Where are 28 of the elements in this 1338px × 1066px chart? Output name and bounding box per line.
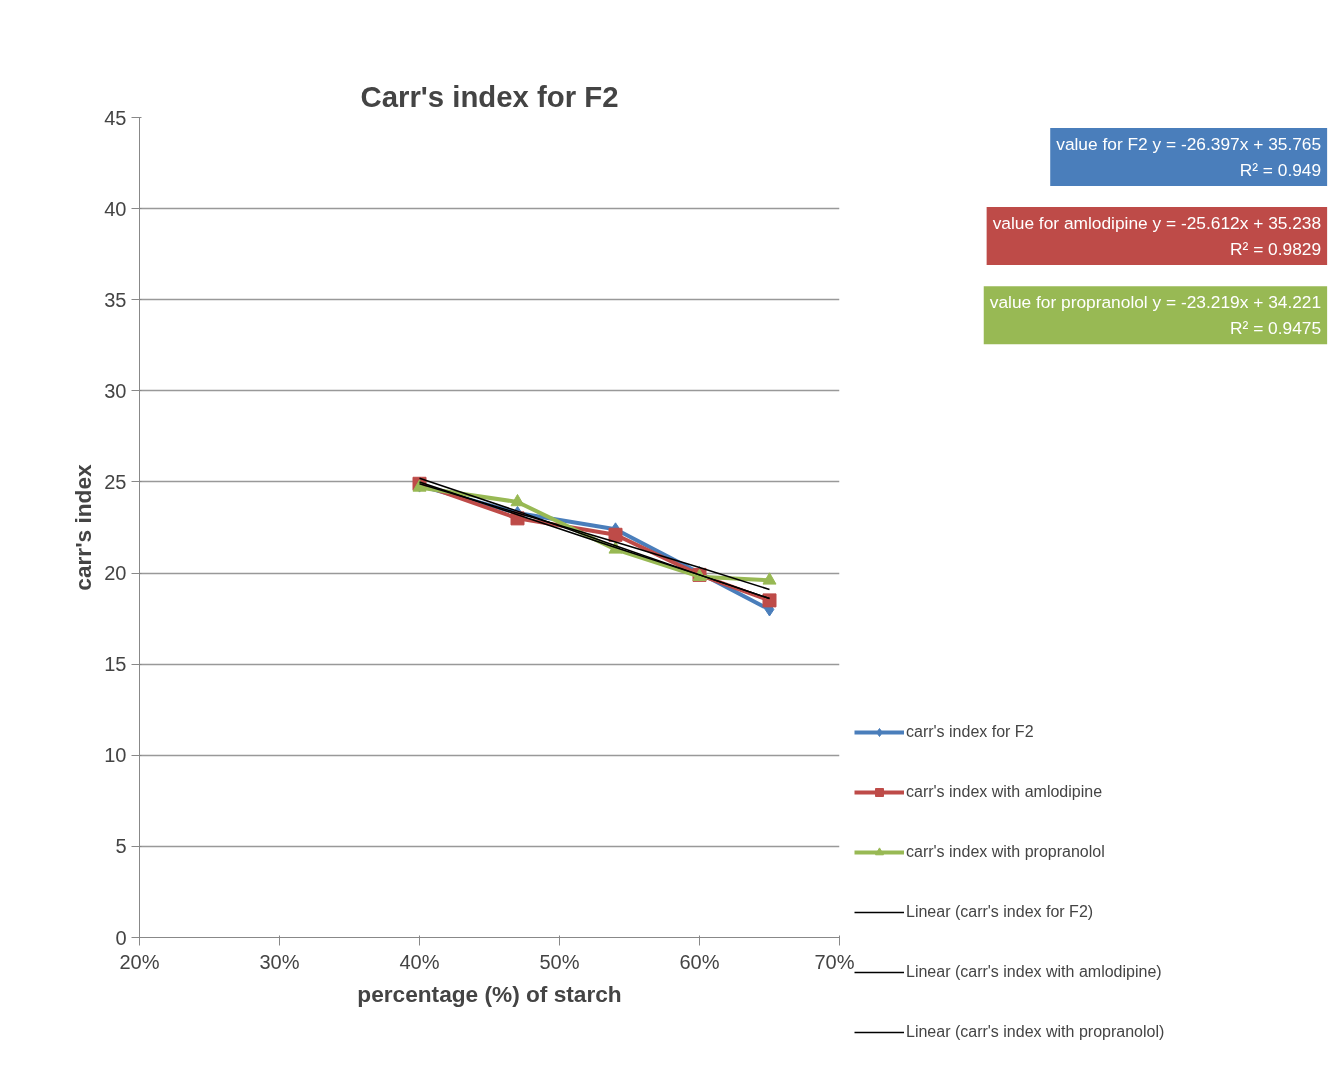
y-tick-label: 45 bbox=[104, 106, 127, 129]
y-tick-label: 20 bbox=[104, 562, 127, 585]
legend-label: Linear (carr's index with amlodipine) bbox=[906, 963, 1162, 981]
legend-label: Linear (carr's index with propranolol) bbox=[906, 1023, 1165, 1041]
y-tick-label: 5 bbox=[115, 835, 127, 858]
y-tick-label: 15 bbox=[104, 653, 127, 676]
x-tick-label: 70% bbox=[814, 950, 855, 973]
text: value for F2 y = -26.397x + 35.765 R² = 0.949 bbox=[1056, 133, 1322, 180]
y-tick-label: 0 bbox=[115, 926, 127, 949]
x-tick-label: 30% bbox=[259, 950, 300, 973]
text: value for amlodipine y = -25.612x + 35.238 R² = 0.9829 bbox=[992, 213, 1322, 260]
y-tick-label: 40 bbox=[104, 197, 127, 220]
legend-label: carr's index with propranolol bbox=[906, 843, 1105, 861]
x-tick-label: 50% bbox=[539, 950, 580, 973]
y-tick-label: 10 bbox=[104, 744, 127, 767]
y-tick-label: 30 bbox=[104, 379, 127, 402]
x-tick-label: 60% bbox=[679, 950, 720, 973]
y-tick-label: 25 bbox=[104, 470, 127, 493]
y-axis-title: carr's index bbox=[70, 463, 97, 591]
chart-title: Carr's index for F2 bbox=[360, 79, 619, 113]
text: value for propranolol y = -23.219x + 34.221 R² = 0.9475 bbox=[989, 292, 1322, 339]
x-tick-label: 20% bbox=[119, 950, 160, 973]
y-tick-label: 35 bbox=[104, 288, 127, 311]
legend-label: carr's index with amlodipine bbox=[906, 783, 1103, 801]
x-axis-title: percentage (%) of starch bbox=[357, 980, 622, 1007]
legend-label: carr's index for F2 bbox=[906, 723, 1034, 741]
x-tick-label: 40% bbox=[399, 950, 440, 973]
legend-label: Linear (carr's index for F2) bbox=[906, 903, 1094, 921]
